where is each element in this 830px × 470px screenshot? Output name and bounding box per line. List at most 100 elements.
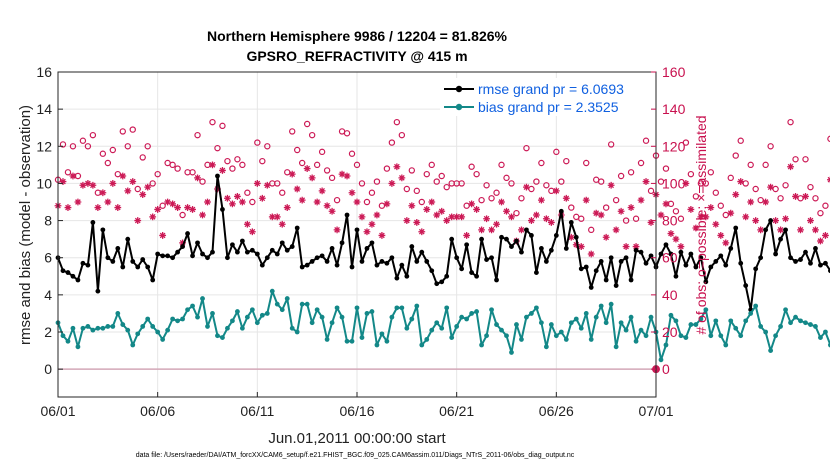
bias-point [778, 324, 783, 329]
rmse-point [180, 244, 185, 249]
rmse-point [753, 266, 759, 272]
assimilated-obs-point [657, 211, 665, 219]
possible-obs-point [303, 120, 311, 128]
possible-obs-point [787, 118, 794, 126]
assimilated-obs-point [114, 204, 122, 211]
assimilated-obs-point [94, 204, 102, 211]
assimilated-obs-point [817, 237, 824, 245]
bias-point [434, 320, 440, 326]
rmse-point [145, 264, 151, 270]
assimilated-obs-point [797, 226, 804, 234]
bias-point [140, 324, 146, 329]
bias-point [175, 318, 181, 324]
rmse-point [459, 266, 465, 272]
rmse-point [648, 253, 654, 259]
possible-obs-point [398, 131, 406, 139]
obs-layer [54, 118, 830, 258]
possible-obs-point [712, 189, 720, 196]
rmse-point [105, 255, 111, 261]
assimilated-obs-point [403, 217, 411, 224]
possible-obs-point [752, 185, 759, 193]
possible-obs-point [717, 202, 724, 209]
assimilated-obs-point [707, 204, 715, 211]
bias-point [504, 333, 509, 339]
rmse-point [210, 249, 215, 255]
rmse-point [743, 283, 749, 288]
bias-point [514, 322, 519, 327]
bias-point [100, 325, 106, 331]
possible-obs-point [588, 226, 595, 234]
bias-point [763, 329, 769, 335]
possible-obs-point [328, 174, 336, 182]
bias-point [793, 314, 798, 320]
x-tick-label: 06/06 [140, 403, 175, 419]
assimilated-obs-point [268, 213, 276, 221]
rmse-point [434, 281, 440, 287]
assimilated-obs-point [323, 202, 331, 210]
bias-point [155, 329, 161, 335]
rmse-point [489, 255, 494, 261]
rmse-point [409, 244, 415, 249]
rmse-point [504, 236, 509, 242]
bias-point [384, 338, 390, 344]
assimilated-obs-point [607, 181, 615, 189]
bias-point [264, 311, 270, 316]
assimilated-obs-point [667, 230, 675, 237]
assimilated-obs-point [503, 207, 510, 215]
rmse-point [568, 220, 574, 225]
assimilated-obs-point [637, 196, 645, 204]
assimilated-obs-point [787, 163, 794, 171]
rmse-point [593, 268, 599, 274]
bias-point [294, 329, 300, 335]
rmse-point [200, 251, 205, 257]
assimilated-obs-point [677, 243, 685, 250]
assimilated-obs-point [473, 206, 480, 213]
assimilated-obs-point [298, 196, 306, 204]
assimilated-obs-point [423, 206, 431, 213]
possible-obs-point [99, 150, 107, 157]
rmse-point [479, 236, 484, 242]
assimilated-obs-point [243, 220, 251, 228]
chart-title-line1: Northern Hemisphere 9986 / 12204 = 81.82… [207, 28, 508, 44]
possible-obs-point [154, 170, 161, 178]
assimilated-obs-point [742, 213, 750, 221]
assimilated-obs-point [224, 194, 231, 202]
assimilated-obs-point [134, 217, 142, 224]
possible-obs-point [69, 143, 77, 150]
legend: rmse grand pr = 6.0693 bias grand pr = 2… [440, 78, 651, 116]
possible-obs-point [483, 182, 490, 189]
assimilated-obs-point [129, 178, 137, 185]
rmse-point [239, 238, 245, 244]
rmse-point [588, 285, 594, 290]
possible-obs-point [822, 202, 829, 209]
bias-point [683, 335, 689, 340]
rmse-point [698, 255, 704, 261]
bias-point [753, 303, 759, 309]
rmse-point [673, 273, 679, 279]
rmse-point [170, 255, 176, 261]
y-tick-label: 0 [44, 361, 52, 377]
rmse-point [583, 264, 589, 270]
assimilated-obs-point [542, 215, 550, 223]
bias-point [499, 327, 504, 333]
rmse-point [220, 207, 225, 212]
bias-point [70, 325, 76, 331]
assimilated-obs-point [528, 217, 535, 224]
bias-point [608, 301, 614, 307]
possible-obs-point [747, 161, 754, 169]
assimilated-obs-point [199, 211, 206, 219]
bias-point [703, 307, 709, 313]
bias-point [623, 327, 629, 333]
possible-obs-point [632, 215, 640, 222]
rmse-point [230, 242, 235, 248]
bias-point [459, 314, 465, 320]
bias-point [80, 325, 86, 331]
possible-obs-point [234, 156, 241, 163]
rmse-point [424, 259, 430, 264]
possible-obs-point [149, 180, 156, 187]
bias-point [125, 327, 131, 333]
bias-point [588, 337, 594, 342]
possible-obs-point [418, 198, 425, 206]
rmse-point [613, 283, 619, 288]
